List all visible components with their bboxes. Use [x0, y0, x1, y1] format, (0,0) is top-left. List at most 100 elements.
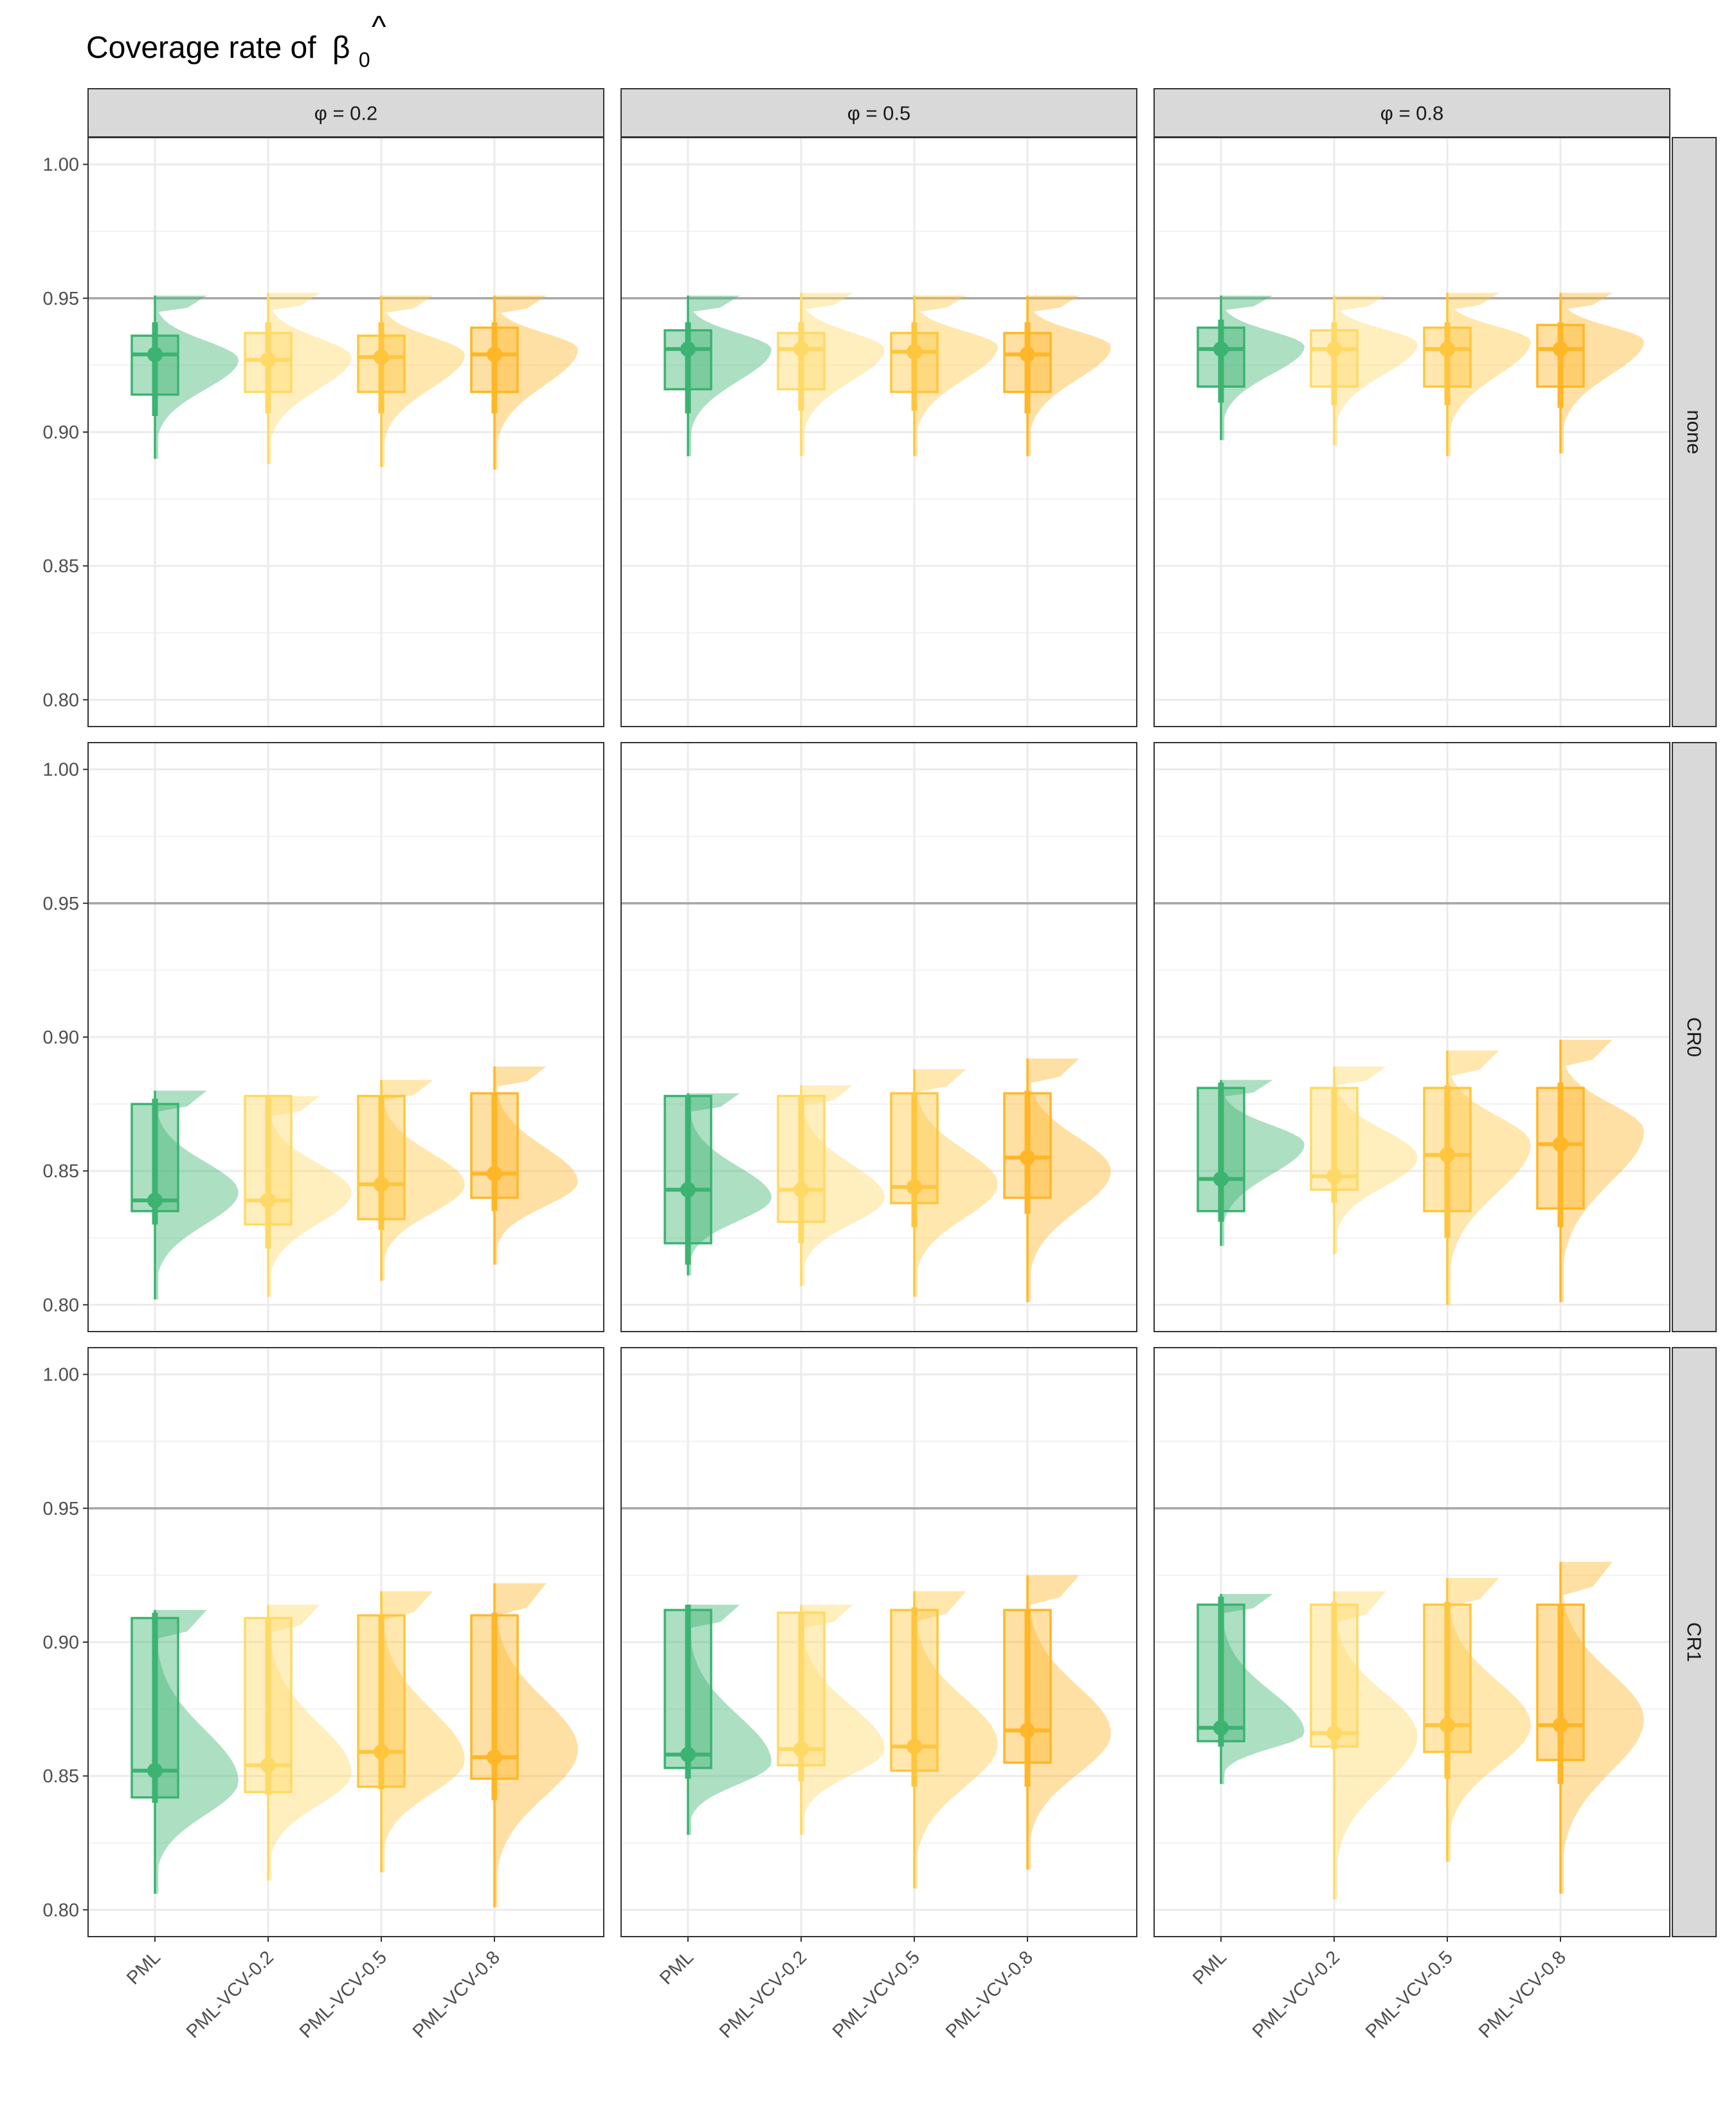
point-estimate	[680, 1746, 696, 1762]
x-tick-label: PML	[656, 1947, 698, 1989]
point-estimate	[1326, 1168, 1342, 1184]
panel-border	[1153, 742, 1670, 1332]
panel-border	[1153, 1347, 1670, 1937]
chart-title-symbol: β	[332, 31, 350, 65]
panel-border	[87, 137, 604, 727]
density-violin	[914, 295, 998, 457]
point-estimate	[260, 352, 276, 368]
density-violin	[801, 1604, 885, 1835]
y-tick-label: 1.00	[43, 155, 79, 176]
density-violin	[1027, 295, 1111, 457]
y-tick-label: 0.80	[43, 1295, 79, 1316]
density-violin	[1447, 1578, 1531, 1862]
y-tick-label: 0.80	[43, 1900, 79, 1921]
density-violin	[1334, 1066, 1418, 1254]
column-strip	[87, 88, 604, 138]
density-violin	[1334, 1591, 1418, 1899]
chart-title-hat: ^	[372, 10, 386, 44]
density-violin	[155, 1090, 239, 1299]
point-estimate	[907, 1179, 922, 1195]
density-violin	[1560, 293, 1644, 454]
x-tick-label: PML	[1189, 1947, 1231, 1989]
point-estimate	[147, 347, 163, 363]
density-violin	[381, 1080, 465, 1281]
x-tick-label: PML-VCV-0.2	[716, 1947, 811, 2042]
x-tick-label: PML-VCV-0.5	[829, 1947, 924, 2042]
row-strip	[1672, 1347, 1717, 1937]
row-strip-label: CR0	[1683, 1017, 1706, 1057]
point-estimate	[1440, 1717, 1455, 1733]
x-tick-label: PML-VCV-0.2	[1249, 1947, 1344, 2042]
point-estimate	[487, 347, 502, 363]
y-tick-label: 0.85	[43, 556, 79, 577]
panel-border	[1153, 137, 1670, 727]
density-violin	[914, 1069, 998, 1297]
point-estimate	[1326, 341, 1342, 357]
point-estimate	[680, 1182, 696, 1198]
density-violin	[1334, 295, 1418, 446]
density-violin	[688, 1093, 772, 1276]
column-strip	[620, 88, 1137, 138]
point-estimate	[1440, 341, 1455, 357]
point-estimate	[1213, 1171, 1229, 1187]
density-violin	[1447, 293, 1531, 457]
panel-border	[620, 1347, 1137, 1937]
density-violin	[268, 1604, 352, 1881]
row-strip	[1672, 742, 1717, 1332]
point-estimate	[1213, 341, 1229, 357]
density-violin	[1560, 1040, 1644, 1303]
density-violin	[1027, 1575, 1111, 1870]
density-violin	[381, 1591, 465, 1873]
point-estimate	[1326, 1725, 1342, 1741]
point-estimate	[1440, 1147, 1455, 1163]
x-tick-label: PML-VCV-0.2	[183, 1947, 278, 2042]
density-violin	[1221, 1080, 1305, 1246]
point-estimate	[374, 349, 389, 365]
column-strip-label: φ = 0.2	[314, 102, 378, 125]
density-violin	[1221, 295, 1305, 440]
point-estimate	[793, 1182, 809, 1198]
chart-title-text: Coverage rate of	[86, 31, 316, 65]
panel-border	[87, 1347, 604, 1937]
point-estimate	[374, 1744, 389, 1760]
density-violin	[914, 1591, 998, 1889]
density-violin	[801, 1085, 885, 1287]
y-tick-label: 1.00	[43, 1365, 79, 1386]
point-estimate	[487, 1750, 502, 1766]
x-tick-label: PML-VCV-0.8	[1475, 1947, 1570, 2042]
point-estimate	[147, 1192, 163, 1208]
y-tick-label: 1.00	[43, 760, 79, 781]
panel-border	[620, 742, 1137, 1332]
density-violin	[268, 293, 352, 464]
density-violin	[155, 1610, 239, 1894]
point-estimate	[1553, 1717, 1568, 1733]
column-strip-label: φ = 0.8	[1380, 102, 1444, 125]
x-tick-label: PML-VCV-0.5	[1362, 1947, 1457, 2042]
density-violin	[1027, 1058, 1111, 1303]
x-tick-label: PML	[123, 1947, 165, 1989]
point-estimate	[1020, 1723, 1035, 1739]
chart-title-subscript: 0	[359, 48, 370, 71]
x-tick-label: PML-VCV-0.5	[296, 1947, 391, 2042]
point-estimate	[680, 341, 696, 357]
point-estimate	[260, 1757, 276, 1773]
point-estimate	[1020, 347, 1035, 363]
point-estimate	[1553, 341, 1568, 357]
y-tick-label: 0.85	[43, 1161, 79, 1182]
x-tick-label: PML-VCV-0.8	[942, 1947, 1037, 2042]
point-estimate	[1553, 1136, 1568, 1152]
point-estimate	[907, 344, 922, 360]
point-estimate	[1020, 1150, 1035, 1166]
density-violin	[494, 1583, 578, 1908]
density-violin	[494, 295, 578, 470]
point-estimate	[1213, 1720, 1229, 1736]
y-tick-label: 0.95	[43, 894, 79, 914]
panels-layer: φ = 0.2 φ = 0.5 φ = 0.8 none CR0 CR1 0.80 0.85 0…	[43, 88, 1717, 2042]
point-estimate	[487, 1166, 502, 1182]
row-strip	[1672, 137, 1717, 727]
point-estimate	[147, 1762, 163, 1778]
density-violin	[688, 1604, 772, 1835]
point-estimate	[793, 1741, 809, 1757]
